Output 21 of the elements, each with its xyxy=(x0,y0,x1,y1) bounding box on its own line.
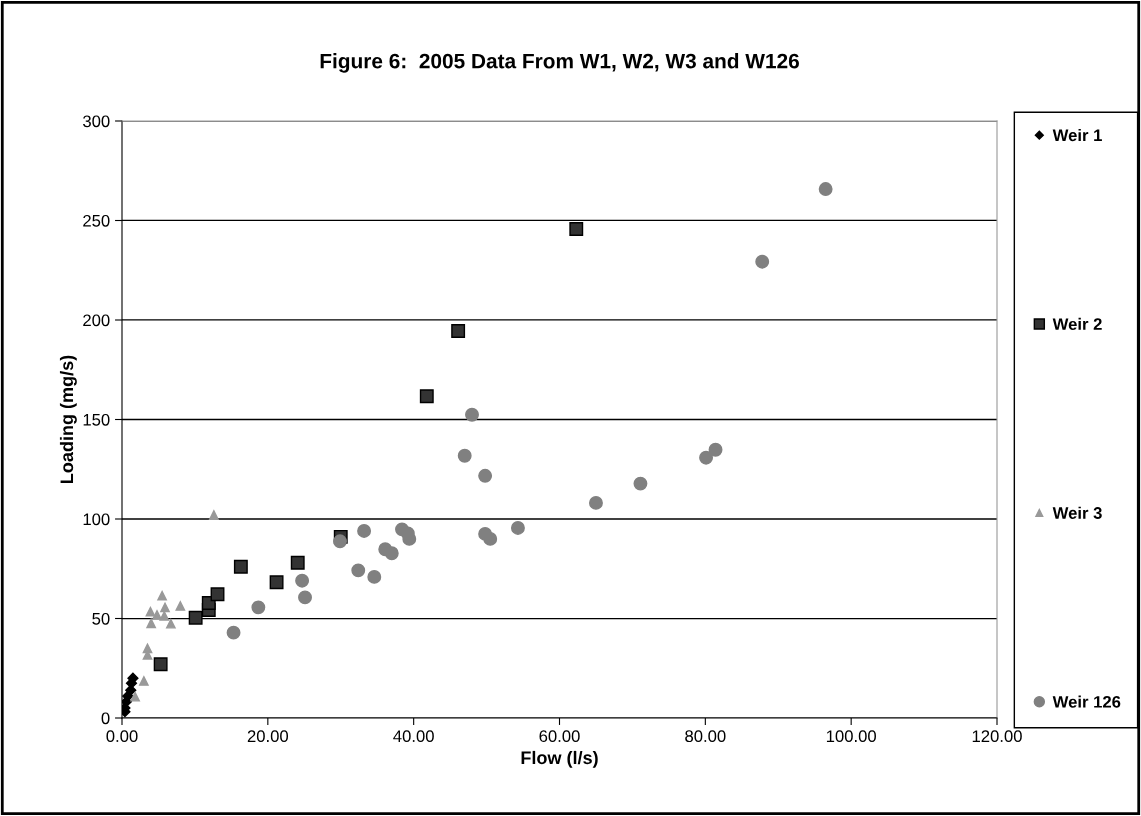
x-tick-label: 60.00 xyxy=(539,730,580,743)
y-tick-label: 250 xyxy=(83,214,110,227)
x-tick-label: 0.00 xyxy=(106,730,138,743)
x-tick-label: 120.00 xyxy=(972,730,1022,743)
x-tick-label: 100.00 xyxy=(826,730,877,743)
y-axis-title: Loading (mg/s) xyxy=(59,355,77,483)
y-tick-label: 50 xyxy=(92,612,110,625)
legend-label: Weir 1 xyxy=(1052,128,1102,142)
x-tick-label: 20.00 xyxy=(247,730,289,743)
y-tick-label: 100 xyxy=(83,513,110,526)
y-tick-label: 0 xyxy=(101,712,110,725)
legend-label: Weir 126 xyxy=(1052,695,1121,708)
x-tick-label: 80.00 xyxy=(685,730,726,743)
y-tick-label: 200 xyxy=(83,314,110,327)
x-tick-label: 40.00 xyxy=(393,730,434,743)
x-axis-title: Flow (l/s) xyxy=(521,750,598,768)
legend-label: Weir 2 xyxy=(1052,317,1102,331)
legend-label: Weir 3 xyxy=(1052,506,1102,519)
chart-title: Figure 6: 2005 Data From W1, W2, W3 and W126 xyxy=(320,53,799,73)
y-tick-label: 300 xyxy=(83,115,110,128)
y-tick-label: 150 xyxy=(83,413,110,426)
